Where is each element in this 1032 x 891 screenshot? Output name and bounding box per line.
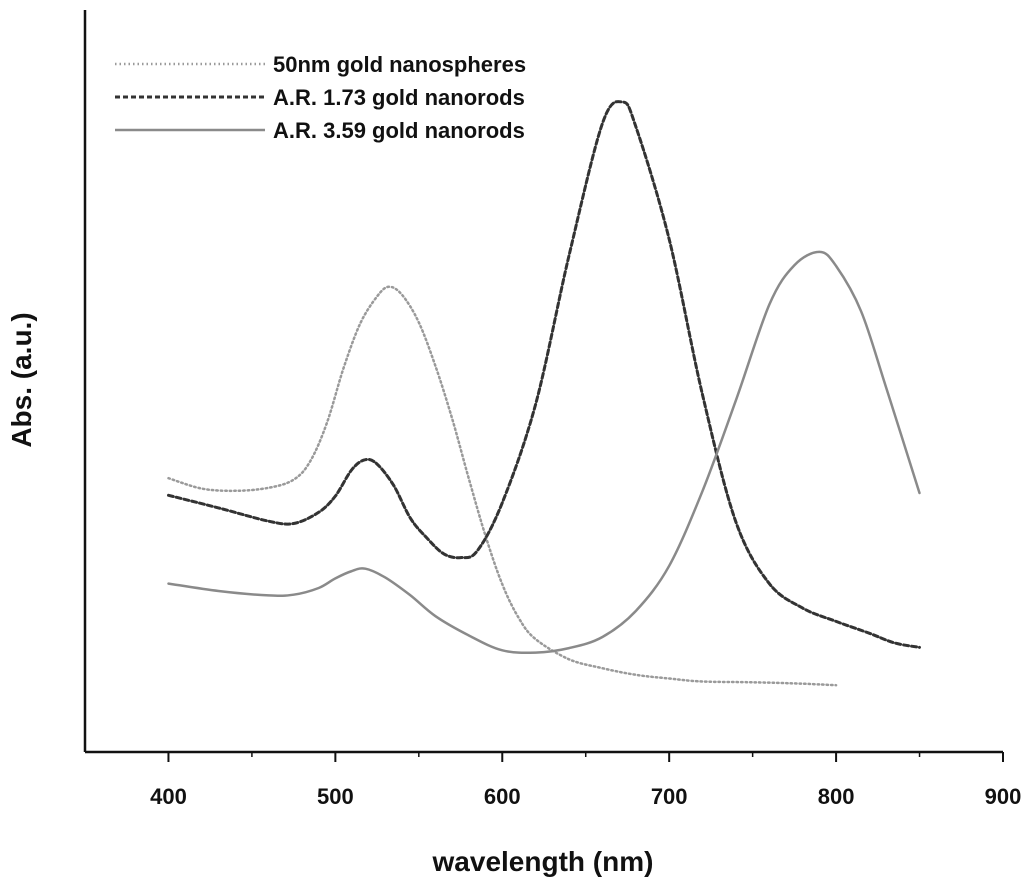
legend-label-3: A.R. 3.59 gold nanorods [273,118,525,143]
chart-svg: 400 500 600 700 800 900 50nm gold nanospheres… [0,0,1032,886]
legend-label-1: 50nm gold nanospheres [273,52,526,77]
x-tick-label: 900 [985,784,1022,809]
x-tick-label: 500 [317,784,354,809]
x-tick-label: 600 [484,784,521,809]
x-tick-label: 400 [150,784,187,809]
x-tick-label: 800 [818,784,855,809]
series-line-1 [169,287,837,685]
legend: 50nm gold nanospheres A.R. 1.73 gold nano… [115,52,526,143]
x-axis-title: wavelength (nm) [432,846,654,877]
series-line-2 [169,102,920,648]
chart: 400 500 600 700 800 900 50nm gold nanospheres… [0,0,1032,886]
series-line-3 [169,252,920,653]
legend-label-2: A.R. 1.73 gold nanorods [273,85,525,110]
y-axis-title: Abs. (a.u.) [6,312,37,447]
plot-area [169,102,920,686]
x-tick-label: 700 [651,784,688,809]
